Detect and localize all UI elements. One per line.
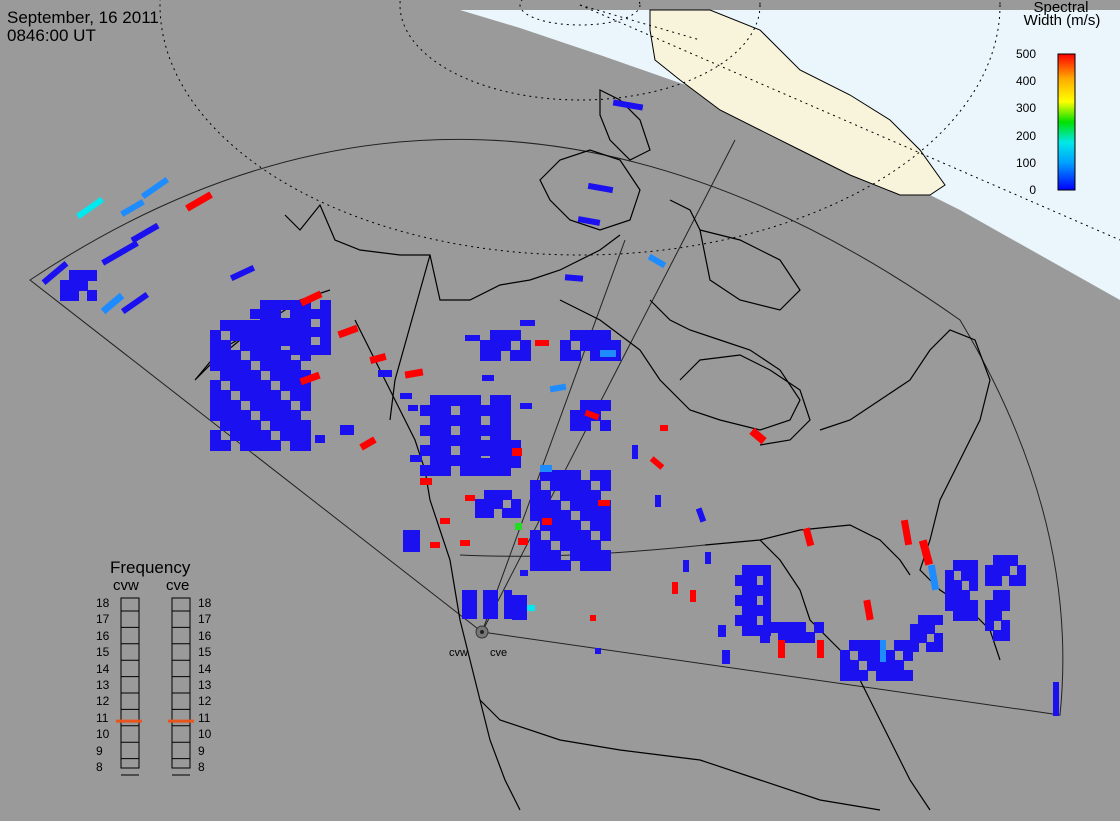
frequency-label-right: 13 [198,678,212,692]
frequency-label-right: 9 [198,743,205,758]
colorbar [1057,53,1076,191]
daylight-region [460,10,1120,300]
frequency-panel-boxes [120,597,191,769]
coastlines [194,89,1001,811]
frequency-label-right: 18 [198,596,212,610]
cvw-column-label: cvw [113,577,139,594]
polar-grid [159,0,1120,256]
frequency-label-left: 14 [96,661,110,676]
frequency-label-left: 16 [96,628,110,643]
colorbar-tick-label: 0 [1029,183,1036,197]
frequency-label-right: 14 [198,661,212,676]
frequency-label-left: 18 [96,596,110,610]
site-label-cvw: cvw [449,647,468,659]
colorbar-title-line1: Spectral [1033,0,1089,16]
cve-column-label: cve [166,577,190,594]
radar-field-of-view [29,139,1064,716]
colorbar-tick-label: 500 [1015,47,1036,61]
frequency-label-left: 15 [96,645,110,660]
colorbar-tick-label: 400 [1015,74,1036,89]
date-label: September, 16 2011 [7,8,159,27]
frequency-label-right: 8 [198,760,205,774]
frequency-label-right: 17 [198,612,212,627]
frequency-label-left: 17 [96,612,110,627]
site-label-cve: cve [490,647,508,659]
time-label: 0846:00 UT [7,26,96,45]
colorbar-tick-label: 200 [1015,128,1036,143]
radar-echoes [41,99,1059,716]
frequency-ticks [121,610,190,776]
frequency-title: Frequency [110,558,191,577]
frequency-label-left: 8 [96,760,103,774]
frequency-label-right: 10 [198,727,212,742]
frequency-label-right: 11 [198,710,211,725]
greenland-landmass [649,9,946,196]
colorbar-tick-label: 100 [1015,155,1036,170]
frequency-label-right: 16 [198,628,212,643]
frequency-label-left: 10 [96,727,110,742]
frequency-label-right: 15 [198,645,212,660]
frequency-label-left: 11 [96,710,109,725]
colorbar-tick-label: 300 [1015,101,1036,116]
frequency-label-right: 12 [198,694,212,709]
frequency-label-left: 9 [96,743,103,758]
frequency-label-left: 12 [96,694,110,709]
frequency-label-left: 13 [96,678,110,692]
colorbar-title-line2: Width (m/s) [1023,12,1101,29]
